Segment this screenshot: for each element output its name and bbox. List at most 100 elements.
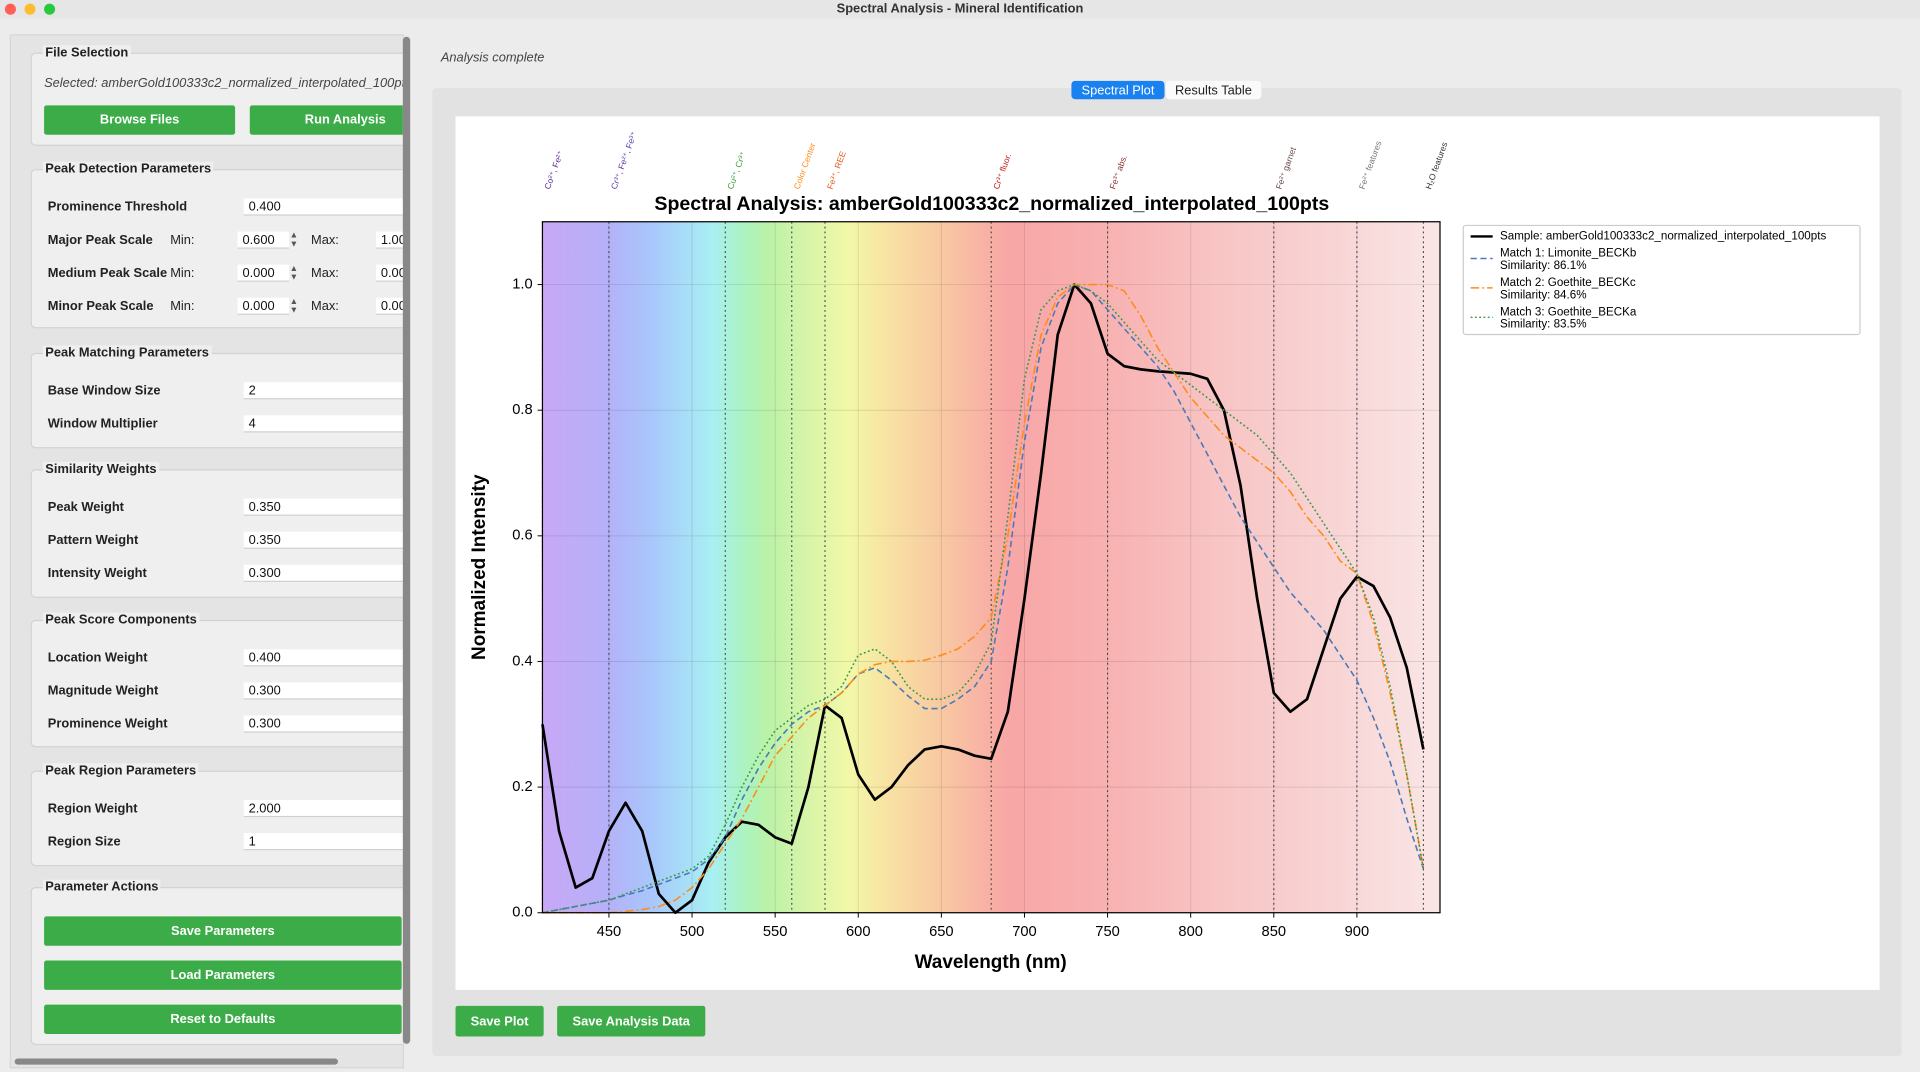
group-title: File Selection (42, 45, 131, 61)
y-tick-label: 0.4 (512, 653, 532, 669)
x-tick-label: 750 (1095, 924, 1120, 940)
x-tick-label: 500 (680, 924, 705, 940)
param-input[interactable]: 0.350 (243, 531, 403, 549)
y-tick-label: 0.0 (512, 905, 532, 921)
selected-file: Selected: amberGold100333c2_normalized_i… (44, 75, 405, 91)
min-input[interactable]: 0.000 (237, 297, 289, 315)
param-input[interactable]: 0.300 (243, 715, 403, 733)
button[interactable]: Browse Files (44, 105, 236, 135)
min-input[interactable]: 0.000 (237, 264, 289, 282)
param-label: Region Size (47, 834, 121, 850)
max-label: Max: (311, 232, 339, 248)
spinner[interactable]: ▲ ▼ (289, 264, 299, 282)
series-line (542, 283, 1425, 914)
group-box: Similarity Weights Peak Weight 0.350 Patter… (30, 461, 403, 598)
annotation-label: Color Center (792, 141, 818, 190)
annotation-label: Fe²⁺ features (1357, 140, 1384, 191)
vertical-scrollbar[interactable] (402, 36, 411, 1044)
param-label: Prominence Weight (47, 716, 168, 732)
param-input[interactable]: 0.300 (243, 564, 403, 582)
series-line (541, 283, 1425, 915)
param-label: Medium Peak Scale (47, 265, 168, 281)
tab[interactable]: Spectral Plot (1071, 80, 1165, 100)
annotation-label: Cu²⁺, Cr³⁺ (725, 150, 748, 191)
button[interactable]: Load Parameters (44, 960, 402, 990)
param-label: Magnitude Weight (47, 683, 159, 699)
param-input[interactable]: 0.350 (243, 498, 403, 516)
group-box: File Selection Selected: amberGold100333c… (30, 45, 405, 146)
group-title: Similarity Weights (42, 461, 159, 477)
param-label: Location Weight (47, 650, 148, 666)
param-input[interactable]: 2 (243, 382, 403, 400)
max-input[interactable]: 0.000 (375, 264, 403, 282)
x-tick-label: 850 (1262, 924, 1287, 940)
param-input[interactable]: 0.300 (243, 682, 403, 700)
param-label: Minor Peak Scale (47, 298, 154, 314)
plot-frame (541, 221, 1441, 914)
max-input[interactable]: 1.000 (375, 231, 403, 249)
button[interactable]: Run Analysis (249, 105, 403, 135)
zoom-button[interactable] (44, 3, 56, 15)
legend-box (1462, 224, 1861, 336)
max-label: Max: (311, 265, 339, 281)
y-axis-label: Normalized Intensity (469, 474, 490, 660)
spectrum-background (542, 221, 1441, 913)
horizontal-scrollbar[interactable] (14, 1058, 338, 1065)
group-title: Peak Detection Parameters (42, 161, 214, 177)
figure: Spectral Analysis: amberGold100333c2_nor… (455, 116, 1880, 990)
param-label: Pattern Weight (47, 532, 139, 548)
minimize-button[interactable] (24, 3, 36, 15)
min-label: Min: (170, 298, 195, 314)
status-text: Analysis complete (440, 50, 545, 65)
param-input[interactable]: 2.000 (243, 800, 403, 818)
chart-title: Spectral Analysis: amberGold100333c2_nor… (654, 193, 1329, 215)
annotation-label: Cr³⁺, Fe²⁺, Fe³⁺ (609, 130, 639, 191)
sidebar: File Selection Selected: amberGold100333c… (9, 34, 405, 1069)
param-input[interactable]: 4 (243, 415, 403, 433)
legend-note: Similarity: 86.1% (1500, 259, 1587, 272)
spinner[interactable]: ▲ ▼ (289, 231, 299, 249)
close-button[interactable] (4, 3, 16, 15)
param-input[interactable]: 1 (243, 833, 403, 851)
min-label: Min: (170, 232, 195, 248)
annotation-label: Fe³⁺, REE (825, 150, 848, 191)
param-label: Base Window Size (47, 383, 161, 399)
max-label: Max: (311, 298, 339, 314)
window-title: Spectral Analysis - Mineral Identificati… (836, 1, 1084, 16)
x-tick-label: 650 (929, 924, 954, 940)
param-label: Prominence Threshold (47, 199, 188, 215)
button[interactable]: Save Parameters (44, 916, 402, 946)
max-input[interactable]: 0.000 (375, 297, 403, 315)
tab[interactable]: Results Table (1165, 80, 1262, 100)
legend-note: Similarity: 84.6% (1500, 288, 1587, 301)
y-tick-label: 1.0 (512, 276, 532, 292)
x-tick-label: 450 (597, 924, 622, 940)
button[interactable]: Reset to Defaults (44, 1004, 402, 1035)
annotation-label: Cr³⁺ fluor. (991, 152, 1013, 191)
min-label: Min: (170, 265, 195, 281)
chart: Spectral Analysis: amberGold100333c2_nor… (469, 130, 1861, 973)
param-input[interactable]: 0.400 (243, 649, 403, 667)
annotation-label: Fe³⁺ abs. (1107, 153, 1129, 190)
param-label: Major Peak Scale (47, 232, 153, 248)
group-title: Peak Matching Parameters (42, 345, 212, 361)
param-input[interactable]: 0.400 (243, 198, 403, 216)
y-tick-label: 0.2 (512, 779, 532, 795)
legend-label: Sample: amberGold100333c2_normalized_int… (1500, 230, 1826, 243)
group-title: Peak Region Parameters (42, 763, 199, 778)
group-box: Parameter Actions Save Parameters Load Par… (30, 879, 403, 1046)
x-tick-label: 800 (1178, 924, 1203, 940)
group-title: Peak Score Components (42, 612, 200, 628)
annotation-label: H₂O features (1423, 141, 1449, 191)
x-tick-label: 700 (1012, 924, 1037, 940)
x-tick-label: 600 (846, 924, 871, 940)
min-input[interactable]: 0.600 (237, 231, 289, 249)
button[interactable]: Save Plot (455, 1005, 544, 1037)
param-label: Window Multiplier (47, 416, 158, 432)
button[interactable]: Save Analysis Data (557, 1005, 706, 1037)
legend-label: Match 1: Limonite_BECKb (1500, 247, 1636, 260)
group-box: Peak Region Parameters Region Weight 2.000… (30, 763, 403, 867)
x-axis-label: Wavelength (nm) (915, 952, 1067, 973)
group-title: Parameter Actions (42, 879, 161, 895)
spinner[interactable]: ▲ ▼ (289, 297, 299, 315)
